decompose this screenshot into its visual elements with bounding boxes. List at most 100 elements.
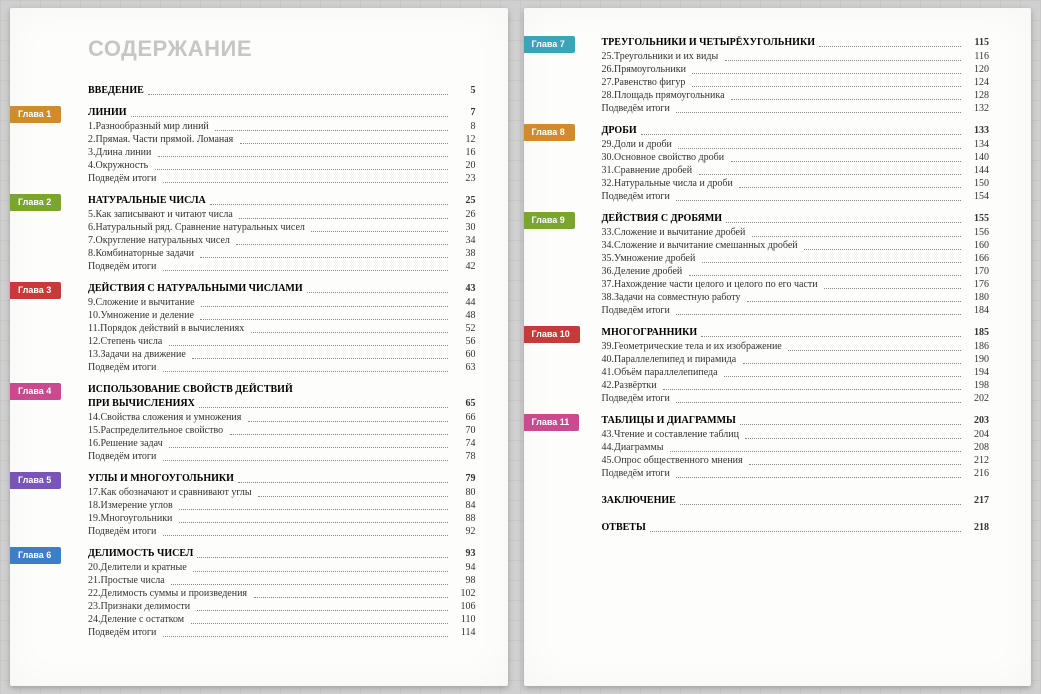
toc-entry: Подведём итоги 184 [602,304,990,317]
leader-dots [743,363,961,364]
entry-text: Измерение углов [101,499,176,512]
entry-text: Подведём итоги [602,392,673,405]
toc-entry: 15. Распределительное свойство 70 [88,424,476,437]
page-number: 202 [965,392,989,405]
section-label: ЗАКЛЮЧЕНИЕ [602,494,676,507]
leader-dots [692,73,961,74]
page-number: 170 [965,265,989,278]
entry-number: 31. [602,164,615,177]
entry-text: Подведём итоги [88,260,159,273]
page-number: 80 [452,486,476,499]
section-heading: УГЛЫ И МНОГОУГОЛЬНИКИ79 [88,472,476,485]
leader-dots [701,336,961,337]
leader-dots [199,407,448,408]
page-number: 194 [965,366,989,379]
page-number: 65 [452,397,476,410]
leader-dots [248,421,448,422]
leader-dots [676,200,961,201]
page-number: 26 [452,208,476,221]
leader-dots [230,434,448,435]
toc-entry: 20. Делители и кратные 94 [88,561,476,574]
leader-dots [200,257,447,258]
section-label: ДЕЛИМОСТЬ ЧИСЕЛ [88,547,193,560]
section-heading: ТРЕУГОЛЬНИКИ И ЧЕТЫРЁХУГОЛЬНИКИ115 [602,36,990,49]
toc-entry: Подведём итоги 114 [88,626,476,639]
page-number: 43 [452,282,476,295]
entry-text: Прямая. Части прямой. Ломаная [96,133,236,146]
entry-text: Комбинаторные задачи [96,247,197,260]
entry-text: Диаграммы [614,441,666,454]
chapter-section: ТАБЛИЦЫ И ДИАГРАММЫ20343. Чтение и соста… [602,414,990,480]
leader-dots [676,477,961,478]
leader-dots [131,116,448,117]
toc-entry: 33. Сложение и вычитание дробей 156 [602,226,990,239]
page-number: 7 [452,106,476,119]
page-number: 94 [452,561,476,574]
toc-entry: 23. Признаки делимости 106 [88,600,476,613]
page-number: 133 [965,124,989,137]
entry-text: Задачи на движение [101,348,189,361]
page-number: 124 [965,76,989,89]
entry-text: Подведём итоги [88,626,159,639]
entry-number: 41. [602,366,615,379]
toc-entry: Подведём итоги 23 [88,172,476,185]
toc-entry: 34. Сложение и вычитание смешанных дробе… [602,239,990,252]
page-number: 84 [452,499,476,512]
leader-dots [311,231,447,232]
toc-entry: 10. Умножение и деление 48 [88,309,476,322]
entry-text: Подведём итоги [88,450,159,463]
entry-text: Делимость суммы и произведения [101,587,250,600]
toc-entry: 8. Комбинаторные задачи 38 [88,247,476,260]
section-label: НАТУРАЛЬНЫЕ ЧИСЛА [88,194,206,207]
page-number: 70 [452,424,476,437]
leader-dots [200,319,447,320]
page-number: 110 [452,613,476,626]
toc-entry: 30. Основное свойство дроби 140 [602,151,990,164]
entry-text: Площадь прямоугольника [614,89,727,102]
entry-number: 27. [602,76,615,89]
chapter-tab: Глава 4 [10,383,61,400]
entry-text: Геометрические тела и их изображение [614,340,784,353]
toc-entry: 9. Сложение и вычитание 44 [88,296,476,309]
toc-entry: Подведём итоги 202 [602,392,990,405]
toc-entry: Подведём итоги 216 [602,467,990,480]
entry-number: 34. [602,239,615,252]
section-label: ДЕЙСТВИЯ С НАТУРАЛЬНЫМИ ЧИСЛАМИ [88,282,303,295]
chapter-tab: Глава 3 [10,282,61,299]
entry-text: Распределительное свойство [101,424,226,437]
leader-dots [678,148,961,149]
leader-dots [148,94,448,95]
page-number: 180 [965,291,989,304]
page-number: 150 [965,177,989,190]
entry-number: 17. [88,486,101,499]
end-section: ЗАКЛЮЧЕНИЕ217 [602,494,990,507]
entry-number: 2. [88,133,96,146]
toc-entry: 37. Нахождение части целого и целого по … [602,278,990,291]
page-number: 78 [452,450,476,463]
entry-number: 3. [88,146,96,159]
entry-number: 36. [602,265,615,278]
page-number: 44 [452,296,476,309]
entry-number: 24. [88,613,101,626]
toc-entry: 3. Длина линии 16 [88,146,476,159]
page-number: 25 [452,194,476,207]
chapter-section: ТРЕУГОЛЬНИКИ И ЧЕТЫРЁХУГОЛЬНИКИ11525. Тр… [602,36,990,115]
leader-dots [238,482,448,483]
entry-text: Прямоугольники [614,63,688,76]
page-number: 92 [452,525,476,538]
section-heading: ДЕЙСТВИЯ С НАТУРАЛЬНЫМИ ЧИСЛАМИ 43 [88,282,476,295]
toc-entry: Подведём итоги 92 [88,525,476,538]
leader-dots [163,371,448,372]
entry-text: Как записывают и читают числа [96,208,236,221]
section-heading: МНОГОГРАННИКИ185 [602,326,990,339]
entry-text: Решение задач [101,437,166,450]
entry-number: 18. [88,499,101,512]
chapter-section: ДЕЙСТВИЯ С НАТУРАЛЬНЫМИ ЧИСЛАМИ 439. Слож… [88,282,476,374]
page-number: 155 [965,212,989,225]
chapter-tab: Глава 11 [524,414,580,431]
section-label: ТАБЛИЦЫ И ДИАГРАММЫ [602,414,736,427]
page-number: 166 [965,252,989,265]
leader-dots [702,262,961,263]
toc-entry: 13. Задачи на движение 60 [88,348,476,361]
entry-number: 4. [88,159,96,172]
